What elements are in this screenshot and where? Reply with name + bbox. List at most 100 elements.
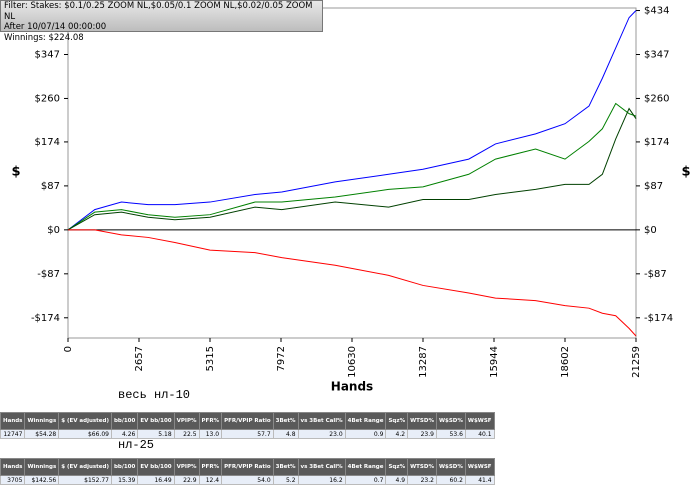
data-cell: 22.5 xyxy=(173,429,200,439)
header-cell: Sqz% xyxy=(385,458,409,476)
data-cell: 4.8 xyxy=(272,429,299,439)
header-cell: PFR% xyxy=(198,412,223,430)
y-tick-label: $87 xyxy=(41,181,60,192)
header-cell: EV bb/100 xyxy=(137,458,175,476)
data-row: 3705 $142.56 $152.77 15.39 16.49 22.9 12.4 54.0… xyxy=(0,475,495,485)
header-cell: W$WSF xyxy=(464,412,495,430)
data-cell: 53.6 xyxy=(435,429,466,439)
y-tick-label: $174 xyxy=(35,137,60,148)
data-cell: 41.4 xyxy=(464,475,495,485)
header-cell: EV bb/100 xyxy=(137,412,175,430)
y-axis-title-right: $ xyxy=(681,165,690,180)
x-tick-label: 7972 xyxy=(276,346,287,371)
header-cell: 4Bet Range xyxy=(344,412,387,430)
series-line xyxy=(68,229,637,337)
y-tick-label: $0 xyxy=(47,225,60,236)
data-row: 12747 $54.28 $66.09 4.26 5.18 22.5 13.0 57.7 4.8… xyxy=(0,429,495,439)
header-cell: $ (EV adjusted) xyxy=(58,458,112,476)
header-cell: Winnings xyxy=(24,412,60,430)
x-tick-label: 21259 xyxy=(631,346,642,378)
series-line xyxy=(67,107,637,231)
table-label: нл-25 xyxy=(118,438,155,452)
header-cell: W$WSF xyxy=(464,458,495,476)
header-cell: vs 3Bet Call% xyxy=(297,412,346,430)
header-cell: 3Bet% xyxy=(272,458,299,476)
data-cell: 0.9 xyxy=(344,429,387,439)
header-cell: Sqz% xyxy=(385,412,409,430)
header-cell: WTSD% xyxy=(407,412,437,430)
header-cell: bb/100 xyxy=(110,458,139,476)
data-cell: 54.0 xyxy=(221,475,274,485)
data-cell: 23.2 xyxy=(407,475,437,485)
data-cell: $66.09 xyxy=(58,429,112,439)
header-cell: PFR/VPIP Ratio xyxy=(221,412,274,430)
header-cell: W$SD% xyxy=(435,412,466,430)
y-tick-label-right: $174 xyxy=(644,137,669,148)
filter-box: Filter: Stakes: $0.1/0.25 ZOOM NL,$0.05/… xyxy=(0,0,323,43)
x-tick-label: 13287 xyxy=(418,346,429,378)
header-cell: VPIP% xyxy=(173,412,200,430)
data-cell: 23.9 xyxy=(407,429,437,439)
x-tick-label: 5315 xyxy=(205,346,216,371)
y-tick-label: -$87 xyxy=(37,269,60,280)
y-tick-label-right: $347 xyxy=(644,49,669,60)
stats-table: Hands Winnings $ (EV adjusted) bb/100 EV bb/… xyxy=(0,458,495,485)
header-cell: PFR/VPIP Ratio xyxy=(221,458,274,476)
header-cell: Hands xyxy=(0,412,26,430)
x-tick-label: 18602 xyxy=(560,346,571,378)
filter-line: After 10/07/14 00:00:00 xyxy=(4,22,107,32)
header-cell: 4Bet Range xyxy=(344,458,387,476)
y-tick-label-right: -$87 xyxy=(644,269,667,280)
series-line xyxy=(67,10,637,231)
data-cell: $54.28 xyxy=(24,429,60,439)
header-cell: 3Bet% xyxy=(272,412,299,430)
y-tick-label-right: $87 xyxy=(644,181,663,192)
data-cell: 16.49 xyxy=(137,475,175,485)
y-tick-label-right: $260 xyxy=(644,93,669,104)
data-cell: 57.7 xyxy=(221,429,274,439)
data-cell: 15.39 xyxy=(110,475,139,485)
data-cell: 3705 xyxy=(0,475,26,485)
header-cell: $ (EV adjusted) xyxy=(58,412,112,430)
header-cell: PFR% xyxy=(198,458,223,476)
y-tick-label: -$174 xyxy=(31,313,60,324)
header-cell: VPIP% xyxy=(173,458,200,476)
header-cell: WTSD% xyxy=(407,458,437,476)
data-cell: $152.77 xyxy=(58,475,112,485)
data-cell: 4.2 xyxy=(385,429,409,439)
header-cell: Hands xyxy=(0,458,26,476)
data-cell: 40.1 xyxy=(464,429,495,439)
stats-table: Hands Winnings $ (EV adjusted) bb/100 EV bb/… xyxy=(0,412,495,439)
data-cell: 23.0 xyxy=(297,429,346,439)
data-cell: 12.4 xyxy=(198,475,223,485)
y-tick-label: $347 xyxy=(35,49,60,60)
x-tick-label: 2657 xyxy=(134,346,145,371)
header-row: Hands Winnings $ (EV adjusted) bb/100 EV bb/… xyxy=(0,412,495,430)
x-tick-label: 15944 xyxy=(489,346,500,378)
header-cell: W$SD% xyxy=(435,458,466,476)
data-cell: $142.56 xyxy=(24,475,60,485)
data-cell: 4.9 xyxy=(385,475,409,485)
data-cell: 4.26 xyxy=(110,429,139,439)
data-cell: 60.2 xyxy=(435,475,466,485)
filter-line: Winnings: $224.08 xyxy=(4,32,84,43)
x-axis-title: Hands xyxy=(331,380,373,394)
data-cell: 12747 xyxy=(0,429,26,439)
data-cell: 5.18 xyxy=(137,429,175,439)
y-tick-label-right: -$174 xyxy=(644,313,673,324)
table-label: весь нл-10 xyxy=(118,388,191,402)
data-cell: 22.9 xyxy=(173,475,200,485)
y-tick-label-right: $434 xyxy=(644,6,669,17)
plot-area xyxy=(67,7,637,339)
y-tick-label-right: $0 xyxy=(644,225,657,236)
data-cell: 0.7 xyxy=(344,475,387,485)
data-cell: 13.0 xyxy=(198,429,223,439)
header-cell: vs 3Bet Call% xyxy=(297,458,346,476)
header-row: Hands Winnings $ (EV adjusted) bb/100 EV bb/… xyxy=(0,458,495,476)
header-cell: Winnings xyxy=(24,458,60,476)
series-line xyxy=(67,102,637,231)
x-tick-label: 0 xyxy=(63,346,74,352)
y-axis-title: $ xyxy=(11,165,20,180)
